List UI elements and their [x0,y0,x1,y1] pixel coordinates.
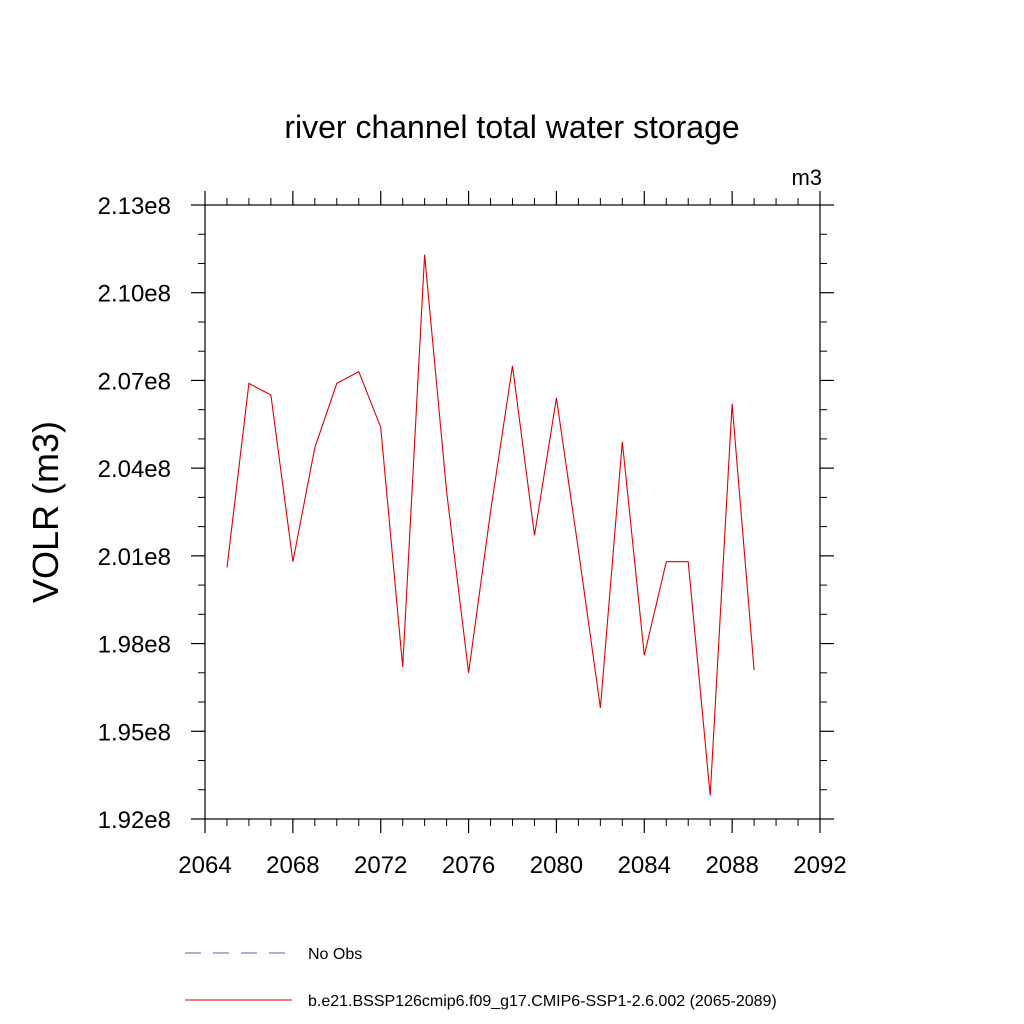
x-tick-label: 2084 [618,852,671,879]
y-tick-label: 1.98e8 [98,632,171,659]
x-tick-label: 2076 [442,852,495,879]
x-tick-label: 2092 [793,852,846,879]
y-tick-label: 2.13e8 [98,193,171,220]
y-tick-label: 2.10e8 [98,281,171,308]
legend-label: No Obs [308,946,362,963]
y-tick-label: 2.07e8 [98,368,171,395]
x-tick-label: 2088 [705,852,758,879]
x-tick-label: 2064 [178,852,231,879]
legend: No Obs b.e21.BSSP126cmip6.f09_g17.CMIP6-S… [185,946,777,1010]
y-tick-label: 1.92e8 [98,807,171,834]
x-tick-label: 2068 [266,852,319,879]
series-layer [226,254,755,796]
units-label: m3 [791,165,822,190]
series-line-1 [226,254,755,796]
chart-title: river channel total water storage [284,109,739,145]
axes: 2064 2068 2072 2076 2080 2084 2088 2092 1.92e8 1.… [98,191,847,879]
x-tick-label: 2072 [354,852,407,879]
x-tick-label: 2080 [530,852,583,879]
legend-label: b.e21.BSSP126cmip6.f09_g17.CMIP6-SSP1-2.… [308,993,777,1010]
y-tick-label: 2.04e8 [98,456,171,483]
plot-frame [204,204,821,820]
y-tick-label: 1.95e8 [98,719,171,746]
y-axis-label: VOLR (m3) [25,421,66,603]
y-tick-label: 2.01e8 [98,544,171,571]
